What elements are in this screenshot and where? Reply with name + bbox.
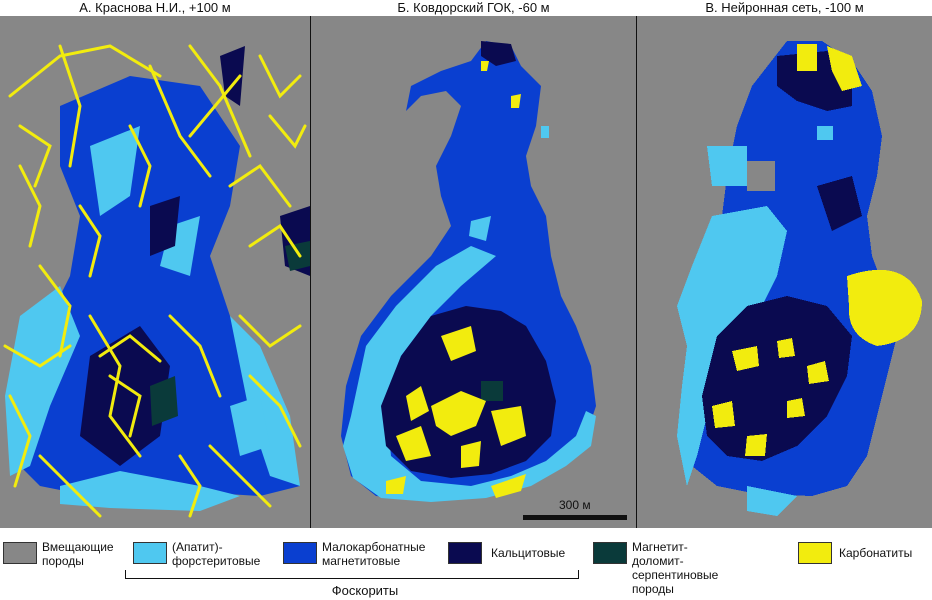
mds-patch-b	[481, 381, 503, 401]
foscorite-group-label: Фоскориты	[331, 583, 399, 598]
legend-label-host: Вмещающие породы	[42, 540, 114, 568]
rim-apatite-b	[343, 246, 596, 502]
map-c-svg	[677, 41, 922, 516]
panel-divider-1	[310, 16, 311, 528]
legend-swatch-carbonatite	[798, 542, 832, 564]
map-panel-b: 300 м	[311, 16, 636, 528]
panel-b-title: Б. Ковдорский ГОК, -60 м	[397, 0, 550, 15]
calcite-c	[702, 296, 852, 461]
apatite-c3	[747, 486, 797, 516]
map-a-svg	[3, 44, 310, 518]
panel-c-title: В. Нейронная сеть, -100 м	[705, 0, 864, 15]
small-apatite-b	[541, 126, 549, 138]
legend-swatch-magnetite-dolomite-serpentine	[593, 542, 627, 564]
apatite-c2	[707, 146, 747, 186]
panel-a-title: А. Краснова Н.И., +100 м	[79, 0, 231, 15]
legend-label-apatite-forsterite: (Апатит)- форстеритовые	[172, 540, 261, 568]
carbonatite-c	[712, 44, 922, 456]
calcite-top-b	[481, 41, 516, 66]
panel-divider-2	[636, 16, 637, 528]
small-apatite-c	[817, 126, 833, 140]
legend-label-low-carbonate-magnetite: Малокарбонатные магнетитовые	[322, 540, 426, 568]
carbonatite-veins-a	[3, 44, 307, 518]
legend-label-magnetite-dolomite-serpentine: Магнетит-доломит- серпентиновые породы	[632, 540, 719, 596]
carbonatite-b	[386, 61, 526, 498]
legend-swatch-calcite	[448, 542, 482, 564]
map-panel-c	[637, 16, 932, 528]
legend-label-carbonatite: Карбонатиты	[839, 546, 913, 560]
host-gap-c	[747, 161, 775, 191]
scalebar-label: 300 м	[559, 498, 591, 512]
legend-swatch-apatite-forsterite	[133, 542, 167, 564]
map-panel-a	[0, 16, 310, 528]
rim-apatite-b2	[469, 216, 491, 241]
legend-swatch-host	[3, 542, 37, 564]
scalebar	[523, 515, 627, 520]
foscorite-bracket	[125, 570, 579, 579]
calcite-c-mid	[817, 176, 862, 231]
map-b-svg	[341, 41, 627, 520]
legend-label-calcite: Кальцитовые	[491, 546, 566, 560]
legend-swatch-low-carbonate-magnetite	[283, 542, 317, 564]
